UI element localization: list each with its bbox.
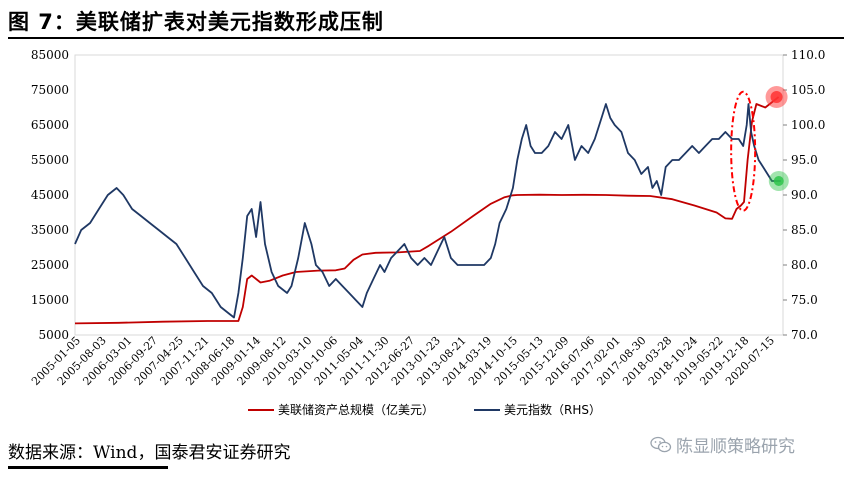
watermark: 陈显顺策略研究 [650, 432, 795, 457]
plot-frame [74, 54, 784, 336]
highlight-ellipse [730, 90, 757, 212]
y-left-tick-label: 85000 [31, 48, 69, 62]
fed-endpoint-marker-core [770, 91, 783, 103]
y-left-tick-label: 35000 [31, 223, 69, 237]
watermark-text: 陈显顺策略研究 [676, 437, 795, 457]
title-divider [8, 37, 844, 39]
y-left-tick-label: 75000 [31, 83, 69, 97]
y-left-tick-label: 15000 [31, 293, 69, 307]
y-right-tick-label: 100.0 [791, 118, 825, 132]
y-left-tick-label: 45000 [31, 188, 69, 202]
y-left-tick-label: 5000 [38, 328, 69, 342]
source-note: 数据来源：Wind，国泰君安证券研究 [8, 443, 291, 463]
fed-balance-sheet-line [74, 96, 780, 325]
y-right-tick-label: 110.0 [791, 48, 825, 62]
dxy-endpoint-marker-core [773, 176, 784, 186]
y-right-tick-label: 105.0 [791, 83, 825, 97]
legend-label-dxy: 美元指数（RHS） [504, 402, 601, 417]
legend-label-fed: 美联储资产总规模（亿美元） [278, 402, 434, 417]
y-right-tick-label: 85.0 [791, 223, 818, 237]
line-chart: 5000 15000 25000 35000 45000 55000 65000 75000 8… [29, 48, 825, 417]
y-right-tick-label: 80.0 [791, 258, 818, 272]
wechat-icon [650, 436, 672, 452]
y-right-tick-label: 95.0 [791, 153, 818, 167]
bottom-divider [8, 466, 168, 469]
y-right-tick-label: 90.0 [791, 188, 818, 202]
y-left-tick-label: 65000 [31, 118, 69, 132]
chart-title: 图 7：美联储扩表对美元指数形成压制 [8, 10, 384, 34]
y-right-tick-label: 70.0 [791, 328, 818, 342]
y-right-tick-label: 75.0 [791, 293, 818, 307]
y-left-tick-label: 25000 [31, 258, 69, 272]
y-left-tick-label: 55000 [31, 153, 69, 167]
dollar-index-line [74, 103, 781, 319]
